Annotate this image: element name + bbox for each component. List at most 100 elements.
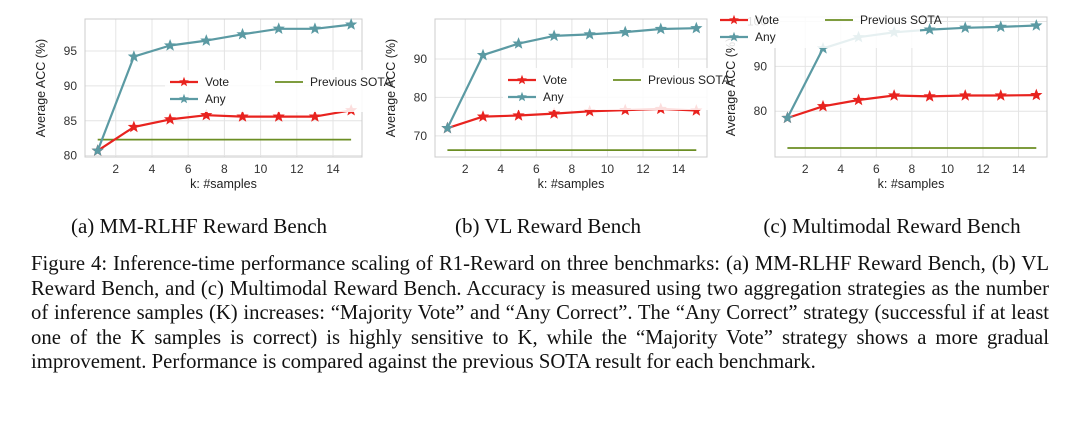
x-tick-label: 4 — [149, 162, 156, 176]
x-tick-label: 8 — [221, 162, 228, 176]
data-point-vote — [816, 99, 830, 112]
legend-label-previous-sota: Previous SOTA — [648, 73, 730, 87]
x-axis-label: k: #samples — [190, 177, 257, 191]
data-point-any — [994, 20, 1007, 33]
x-tick-label: 4 — [497, 162, 504, 176]
data-point-any — [91, 144, 104, 156]
data-point-any — [690, 21, 703, 34]
figure-caption: Figure 4: Inference-time performance sca… — [31, 253, 1049, 374]
subcaption-a: (a) MM-RLHF Reward Bench — [70, 214, 328, 238]
data-point-any — [654, 22, 667, 35]
y-tick-label: 80 — [754, 104, 768, 118]
chart-panel-b: 2 4 6 8 10 12 14 70 80 90 k: #samples Average ACC (… — [384, 18, 730, 191]
x-tick-label: 10 — [254, 162, 268, 176]
legend-label-previous-sota: Previous SOTA — [860, 13, 942, 27]
data-point-vote — [923, 89, 936, 102]
data-point-vote — [476, 110, 490, 122]
x-tick-label: 14 — [1012, 162, 1026, 176]
y-tick-label: 90 — [64, 79, 78, 93]
data-point-any — [923, 23, 936, 35]
x-tick-label: 8 — [569, 162, 576, 176]
data-point-vote — [852, 93, 865, 106]
y-tick-label: 90 — [414, 52, 428, 66]
x-tick-label: 6 — [533, 162, 540, 176]
y-axis-label: Average ACC (%) — [384, 39, 398, 137]
subcaption-c: (c) Multimodal Reward Bench — [763, 214, 1021, 238]
legend-box — [715, 8, 920, 48]
legend-marker-any — [729, 31, 739, 42]
y-tick-label: 80 — [414, 90, 428, 104]
legend-marker-vote — [729, 14, 739, 25]
x-tick-label: 8 — [909, 162, 916, 176]
x-axis-label: k: #samples — [538, 177, 605, 191]
data-point-any — [512, 37, 525, 49]
data-point-vote — [236, 110, 249, 122]
series-line-vote — [97, 109, 352, 152]
data-point-any — [236, 27, 249, 40]
data-point-any — [583, 27, 596, 40]
data-point-vote — [163, 112, 177, 125]
legend-marker-vote — [517, 74, 527, 85]
legend-box — [503, 68, 708, 110]
legend-marker-any — [179, 93, 189, 104]
x-tick-label: 2 — [462, 162, 469, 176]
data-point-vote — [887, 89, 901, 101]
chart-panel-a: 2 4 6 8 10 12 14 80 85 90 95 k: #samples Average ACC… — [34, 18, 392, 191]
y-axis-label: Average ACC (%) — [724, 38, 738, 136]
x-axis-label: k: #samples — [878, 177, 945, 191]
x-tick-label: 2 — [802, 162, 809, 176]
y-tick-label: 90 — [754, 59, 768, 73]
x-tick-label: 14 — [326, 162, 340, 176]
data-point-any — [476, 48, 490, 61]
data-point-any — [547, 29, 561, 42]
legend-label-any: Any — [543, 90, 564, 104]
data-point-vote — [959, 89, 972, 101]
data-point-vote — [512, 109, 525, 121]
legend-label-vote: Vote — [205, 75, 229, 89]
data-point-vote — [200, 108, 213, 121]
legend-label-any: Any — [755, 30, 776, 44]
data-point-any — [308, 22, 322, 34]
data-point-any — [127, 50, 141, 62]
legend-marker-any — [517, 91, 527, 102]
legend-label-vote: Vote — [755, 13, 779, 27]
legend-box — [165, 70, 370, 112]
x-tick-label: 12 — [976, 162, 990, 176]
x-tick-label: 6 — [185, 162, 192, 176]
y-axis-label: Average ACC (%) — [34, 39, 48, 137]
data-point-vote — [547, 107, 561, 119]
data-point-any — [163, 39, 177, 51]
data-point-vote — [127, 120, 141, 133]
legend-label-previous-sota: Previous SOTA — [310, 75, 392, 89]
data-point-vote — [308, 110, 322, 122]
legend-label-vote: Vote — [543, 73, 567, 87]
x-tick-label: 6 — [873, 162, 880, 176]
subcaption-b: (b) VL Reward Bench — [454, 214, 642, 238]
x-tick-label: 12 — [290, 162, 304, 176]
x-tick-label: 10 — [941, 162, 955, 176]
legend-label-any: Any — [205, 92, 226, 106]
data-point-vote — [1030, 88, 1043, 101]
data-point-any — [441, 121, 454, 134]
x-tick-label: 14 — [672, 162, 686, 176]
data-point-any — [781, 111, 794, 124]
x-tick-label: 10 — [601, 162, 615, 176]
series-line-vote — [787, 94, 1037, 120]
data-point-any — [345, 18, 358, 30]
x-tick-label: 2 — [112, 162, 119, 176]
data-point-any — [959, 21, 972, 33]
y-tick-label: 70 — [414, 129, 428, 143]
data-point-any — [272, 22, 285, 34]
data-point-any — [200, 34, 213, 46]
x-tick-label: 12 — [636, 162, 650, 176]
data-point-vote — [994, 89, 1007, 101]
data-point-vote — [272, 110, 285, 122]
data-point-any — [619, 25, 632, 38]
y-tick-label: 85 — [64, 114, 78, 128]
y-tick-label: 95 — [64, 44, 78, 58]
series-line-any — [96, 23, 352, 152]
legend-marker-vote — [179, 76, 189, 87]
x-tick-label: 4 — [837, 162, 844, 176]
